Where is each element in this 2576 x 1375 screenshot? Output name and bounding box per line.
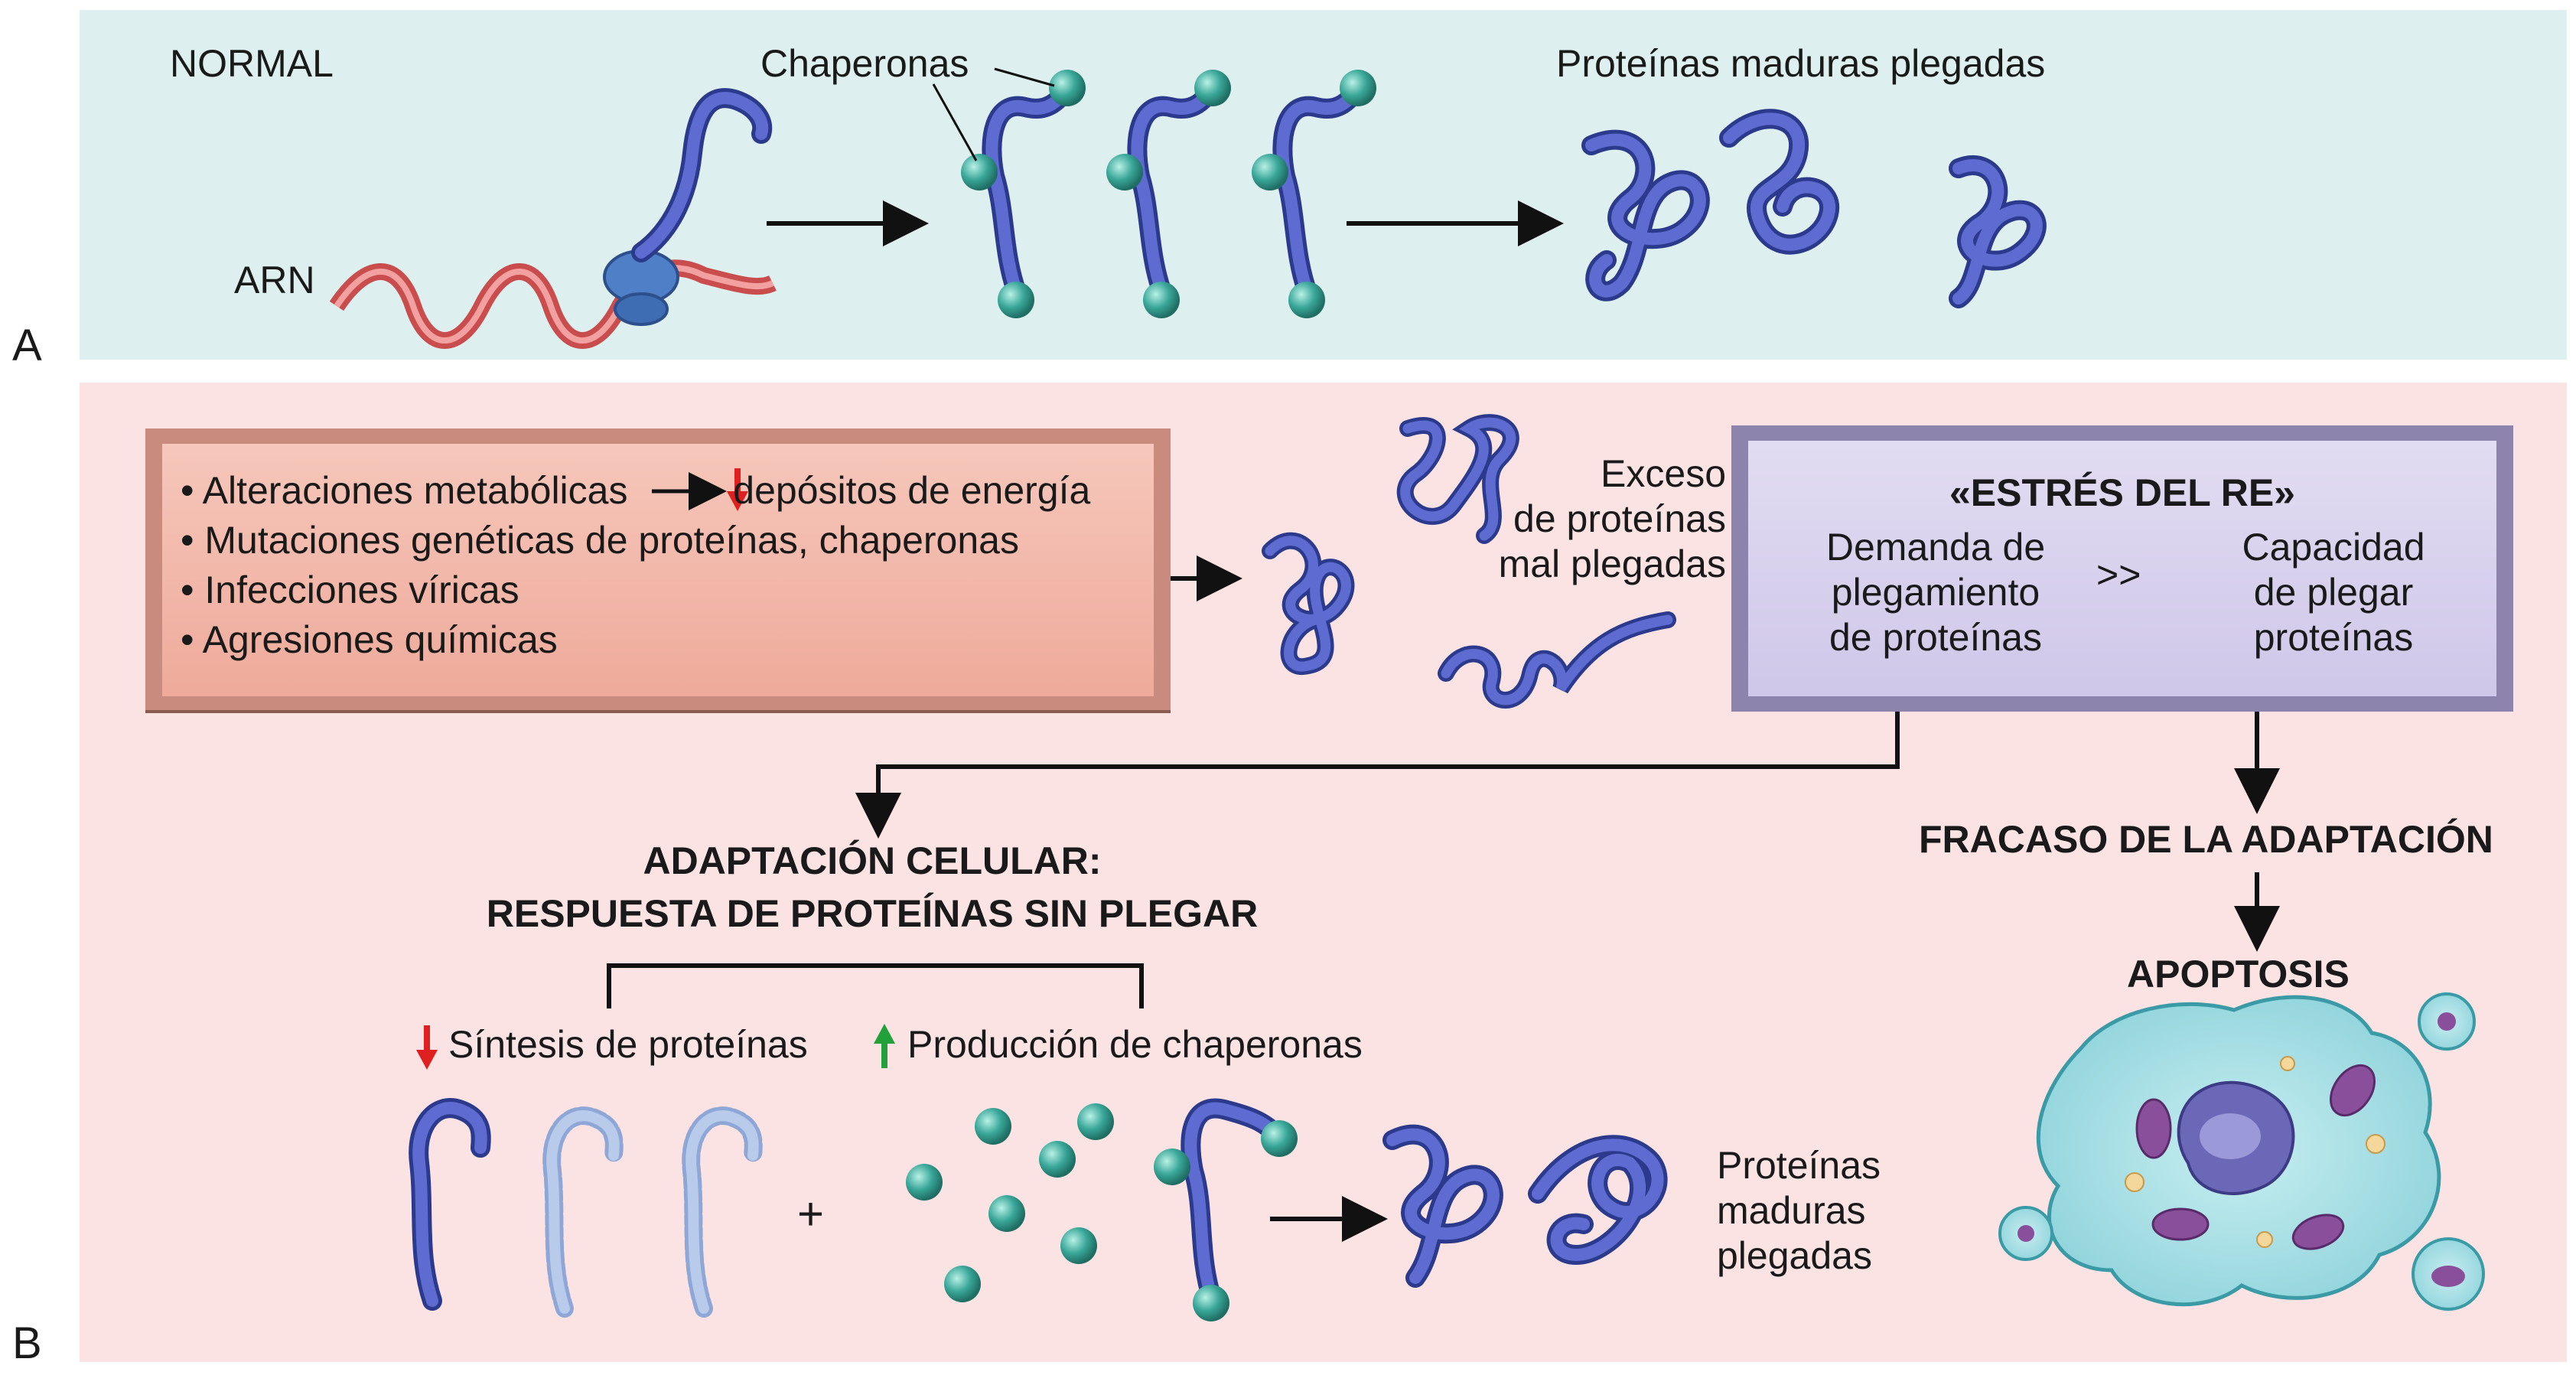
er-stress-title: «ESTRÉS DEL RE» (1949, 471, 2295, 514)
misfolded-proteins (1262, 414, 1676, 709)
apoptotic-cell-illustration (1998, 992, 2485, 1311)
rna-ribbon (329, 259, 777, 349)
causes-box (145, 428, 1171, 713)
plus-sign: + (797, 1188, 825, 1240)
er-stress-box (1731, 425, 2513, 712)
cause-2: • Mutaciones genéticas de proteínas, cha… (181, 519, 1019, 562)
folding-capacity: Capacidad de plegar proteínas (2242, 526, 2425, 659)
greater-than-symbol: >> (2096, 553, 2141, 596)
chaperone-sphere (1340, 70, 1376, 106)
apoptosis-label: APOPTOSIS (2127, 953, 2350, 995)
arrow-to-adaptation (855, 712, 1900, 839)
chaperone-sphere (1106, 154, 1143, 191)
chaperone-proteins (961, 70, 1376, 318)
cause-3: • Infecciones víricas (181, 569, 519, 611)
arn-label: ARN (234, 259, 315, 301)
bracket (607, 963, 1144, 1008)
folded-proteins-a (1581, 109, 2047, 308)
synthesis-label: Síntesis de proteínas (448, 1023, 808, 1066)
up-arrow-icon-chaperones (874, 1024, 895, 1068)
chaperone-sphere (1288, 282, 1325, 318)
chaperone-sphere (1252, 154, 1288, 191)
chaperonas-label: Chaperonas (760, 42, 969, 85)
excess-misfolded-label: Exceso de proteínas mal plegadas (1498, 452, 1726, 585)
cause-1: • Alteraciones metabólicas (181, 469, 628, 512)
chaperone-sphere (1194, 70, 1231, 106)
down-arrow-icon-energy (727, 468, 748, 511)
free-chaperones (906, 1103, 1114, 1302)
mature-proteins-label-a: Proteínas maduras plegadas (1556, 42, 2046, 85)
reduced-synthesis-proteins (409, 1098, 763, 1318)
folding-demand: Demanda de plegamiento de proteínas (1825, 526, 2046, 659)
chaperone-sphere (1143, 282, 1180, 318)
panel-b-label: B (12, 1318, 42, 1368)
cause-1-effect: depósitos de energía (733, 469, 1091, 512)
normal-label: NORMAL (170, 42, 334, 85)
folded-proteins-b (1382, 1124, 1668, 1288)
adaptation-title: ADAPTACIÓN CELULAR: RESPUESTA DE PROTEÍN… (486, 839, 1259, 935)
causes-list: • Alteraciones metabólicas depósitos de … (181, 468, 1091, 661)
chaperone-bound-protein-b (1154, 1098, 1298, 1321)
chaperone-sphere (961, 154, 998, 191)
chaperone-sphere (998, 282, 1034, 318)
adaptation-failure-label: FRACASO DE LA ADAPTACIÓN (1919, 818, 2493, 861)
chaperone-production-label: Producción de chaperonas (907, 1023, 1363, 1066)
mature-proteins-label-b: Proteínas maduras plegadas (1717, 1144, 1881, 1277)
down-arrow-icon-synthesis (416, 1025, 438, 1070)
chaperone-sphere (1049, 70, 1086, 106)
panel-a-label: A (12, 321, 42, 370)
cause-4: • Agresiones químicas (181, 618, 558, 661)
